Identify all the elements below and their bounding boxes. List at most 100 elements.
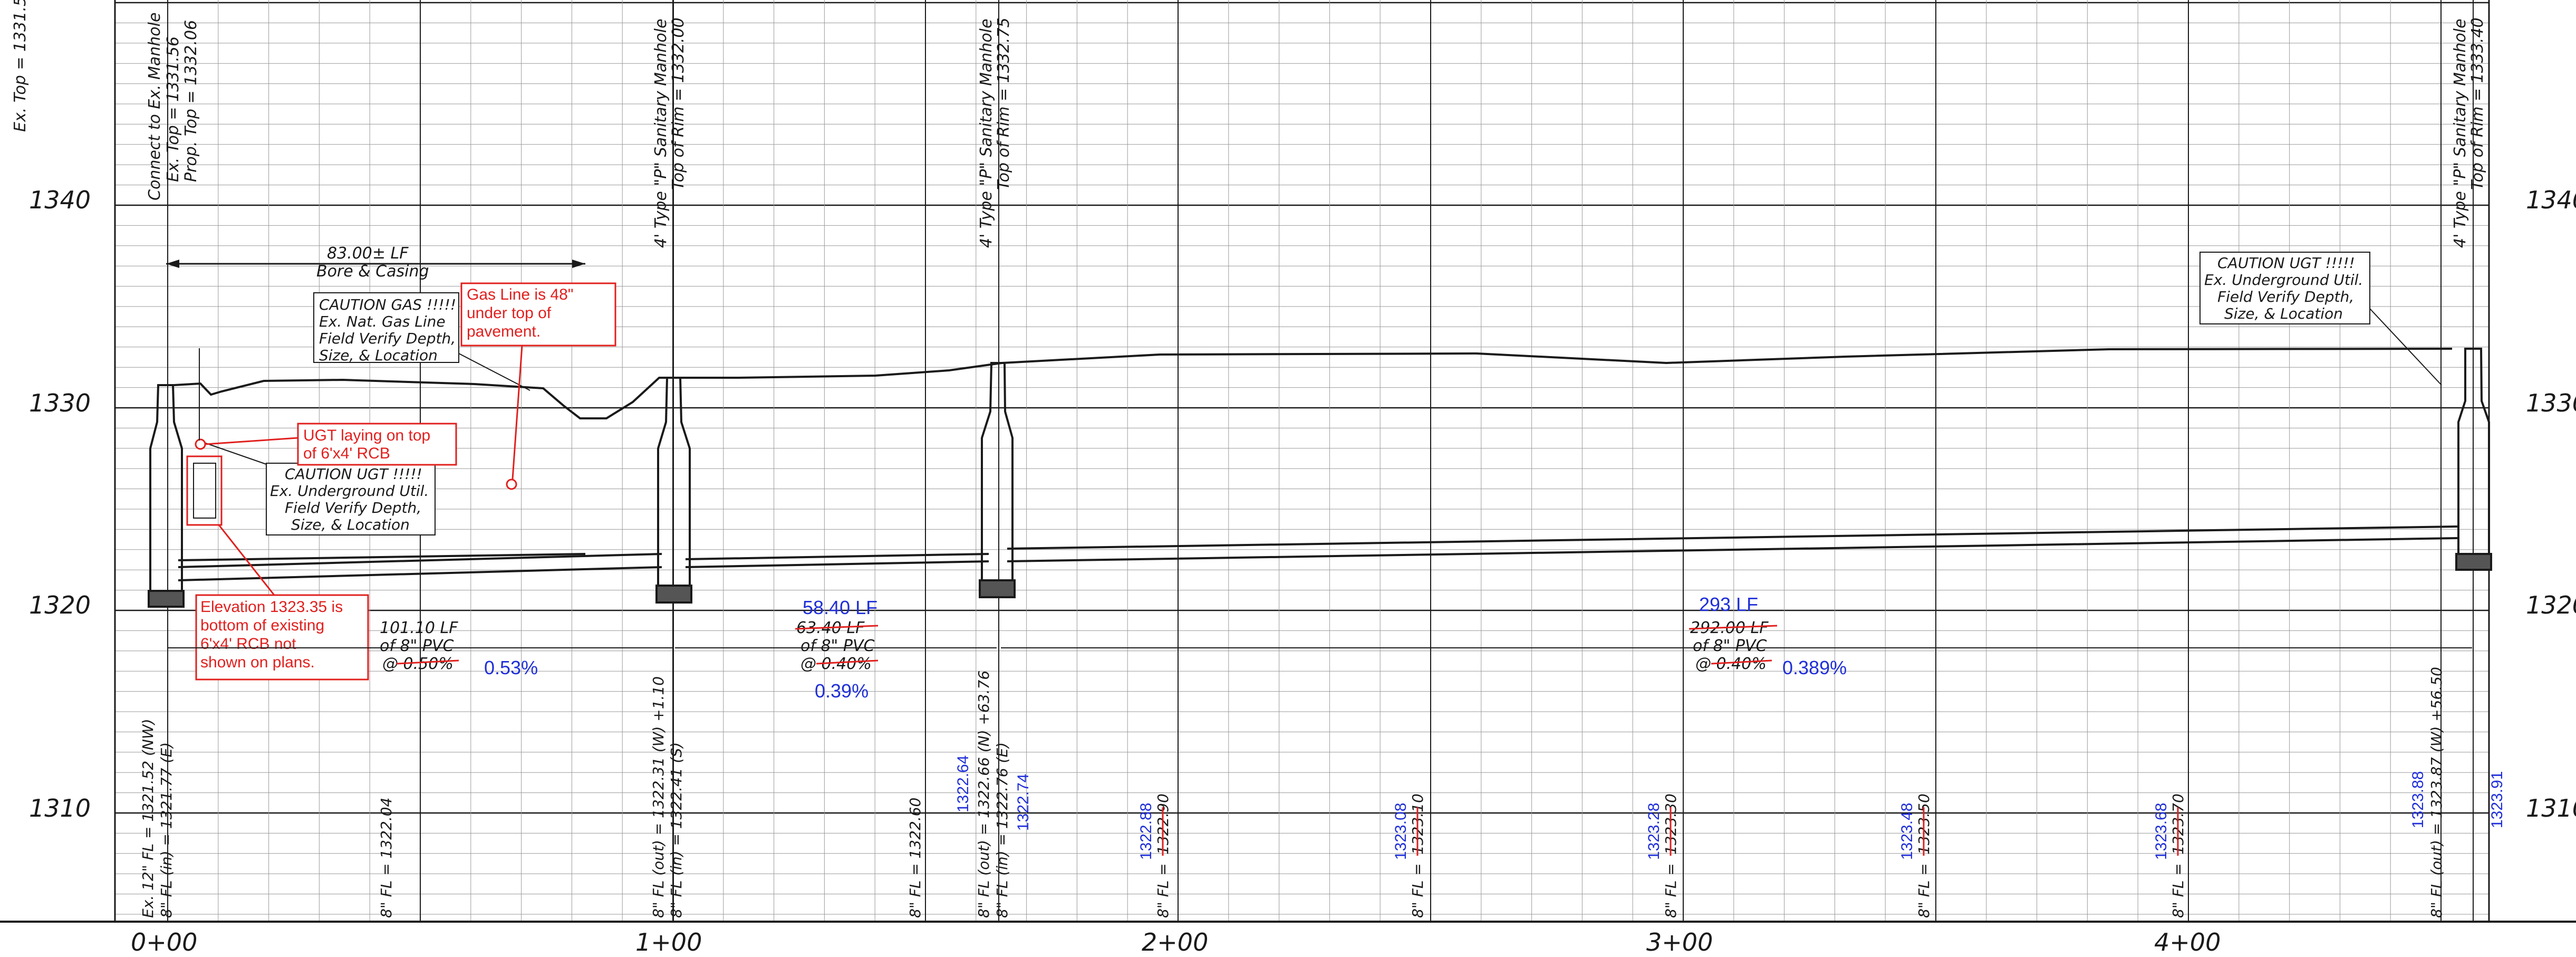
station-label-100: 1+00: [635, 928, 702, 956]
svg-text:UGT laying on top: UGT laying on top: [303, 427, 430, 444]
manhole-2-rim-label: Top of Rim = 1332.75: [995, 17, 1013, 190]
existing-rcb: [186, 348, 223, 526]
manhole-1: [655, 377, 692, 604]
manholes: [148, 348, 2492, 608]
svg-text:Ex. Nat. Gas Line: Ex. Nat. Gas Line: [319, 313, 446, 330]
svg-text:under top of: under top of: [467, 304, 552, 322]
manhole-3: [2455, 348, 2492, 571]
station-label-200: 2+00: [1142, 928, 1208, 956]
flowline-station-new-value: 1323.08: [1392, 803, 1410, 860]
flowline-station-new-value: 1323.68: [2153, 803, 2170, 860]
svg-text:6'x4' RCB not: 6'x4' RCB not: [200, 635, 296, 653]
bore-length: 83.00± LF: [327, 244, 409, 263]
elevation-label-1310: 1310: [29, 794, 91, 822]
svg-text:Ex. Underground Util.: Ex. Underground Util.: [2204, 271, 2363, 289]
svg-text:of 6'x4' RCB: of 6'x4' RCB: [303, 445, 390, 462]
svg-text:of 8" PVC: of 8" PVC: [380, 637, 454, 655]
elevation-label-1320-right: 1320: [2526, 591, 2576, 619]
flowline-station-prefix: 8" FL =: [1662, 863, 1680, 918]
flowline-mh2-in: 8" FL (in) = 1322.76 (E): [993, 742, 1011, 918]
svg-text:@ 0.50%: @ 0.50%: [382, 655, 454, 673]
flowline-existing-12: Ex. 12" FL = 1321.52 (NW): [139, 719, 157, 918]
existing-manhole: [148, 384, 185, 608]
proposed-top-label: Prop. Top = 1332.06: [182, 20, 200, 182]
pipe-run-3: 293 LF 292.00 LF of 8" PVC @ 0.40% 0.389…: [1689, 594, 1847, 678]
station-label-0: 0+00: [131, 928, 197, 956]
elevation-label-1340: 1340: [29, 186, 91, 214]
svg-text:shown on plans.: shown on plans.: [200, 654, 315, 671]
svg-text:CAUTION GAS !!!!!: CAUTION GAS !!!!!: [319, 296, 456, 313]
flowline-station-new-value: 1323.48: [1898, 803, 1916, 860]
elevation-label-1330-right: 1330: [2526, 389, 2576, 417]
mh3-blue-out: 1323.88: [2409, 771, 2427, 828]
manhole-3-rim-label: Top of Rim = 1333.40: [2468, 17, 2487, 190]
pipe-run-2: 58.40 LF 63.40 LF of 8" PVC @ 0.40% 0.39…: [795, 597, 879, 702]
svg-text:CAUTION UGT !!!!!: CAUTION UGT !!!!!: [2217, 254, 2355, 272]
svg-text:Field Verify Depth,: Field Verify Depth,: [319, 330, 456, 347]
manhole-1-type-label: 4' Type "P" Sanitary Manhole: [652, 18, 670, 248]
svg-text:Elevation 1323.35 is: Elevation 1323.35 is: [200, 598, 343, 616]
manhole-3-type-label: 4' Type "P" Sanitary Manhole: [2451, 18, 2469, 248]
pipe-run-1: 101.10 LF of 8" PVC @ 0.50% 0.53%: [380, 619, 538, 678]
existing-top-label: Ex. Top = 1331.56: [164, 36, 182, 182]
elevation-label-1320: 1320: [29, 591, 91, 619]
manhole-1-rim-label: Top of Rim = 1332.00: [669, 17, 688, 190]
red-note-gas-line: Gas Line is 48" under top of pavement.: [460, 282, 616, 480]
red-note-ugt-rcb: UGT laying on top of 6'x4' RCB: [205, 423, 457, 466]
flowline-12-5: 8" FL = 1322.04: [378, 798, 395, 918]
svg-text:@ 0.40%: @ 0.40%: [1695, 655, 1767, 673]
bore-casing-label: Bore & Casing: [316, 262, 429, 281]
existing-ground-line: [173, 348, 2453, 419]
top-labels: Ex. Top = 1331.56 Connect to Ex. Manhole…: [11, 0, 2487, 248]
flowline-labels: Ex. 12" FL = 1321.52 (NW) 8" FL (in) = 1…: [139, 667, 2445, 918]
station-label-300: 3+00: [1646, 928, 1713, 956]
svg-text:58.40 LF: 58.40 LF: [803, 597, 877, 618]
flowline-station-new-value: 1322.88: [1137, 803, 1155, 860]
station-label-400: 4+00: [2154, 928, 2221, 956]
flowline-mh1-out: 8" FL (out) = 1322.31 (W) +1.10: [650, 676, 667, 918]
flowline-existing-8: 8" FL (in) = 1321.77 (E): [158, 742, 175, 918]
svg-text:Gas Line is 48": Gas Line is 48": [467, 286, 573, 303]
flowline-mh1-in: 8" FL (in) = 1322.41 (S): [668, 742, 685, 918]
profile-grid: [115, 0, 2489, 922]
svg-text:Size, & Location: Size, & Location: [319, 347, 438, 364]
svg-text:Size, & Location: Size, & Location: [291, 516, 410, 533]
manhole-centerlines: [167, 0, 2474, 922]
flowline-station-prefix: 8" FL =: [1409, 863, 1426, 918]
svg-text:CAUTION UGT !!!!!: CAUTION UGT !!!!!: [285, 465, 422, 483]
svg-text:Field Verify Depth,: Field Verify Depth,: [285, 499, 421, 516]
svg-text:0.389%: 0.389%: [1782, 657, 1847, 678]
manhole-2: [979, 362, 1016, 598]
manhole-2-type-label: 4' Type "P" Sanitary Manhole: [977, 18, 996, 248]
svg-text:0.39%: 0.39%: [815, 680, 869, 702]
elevation-labels: 1340 1330 1320 1310 1340 1330 1320 1310: [29, 186, 2576, 822]
mh3-blue-in: 1323.91: [2488, 771, 2506, 828]
svg-text:of 8" PVC: of 8" PVC: [800, 637, 874, 655]
red-note-elevation: Elevation 1323.35 is bottom of existing …: [195, 524, 369, 681]
flowline-mh3-out: 8" FL (out) = 1323.87 (W) +56.50: [2428, 667, 2445, 918]
svg-text:0.53%: 0.53%: [484, 657, 538, 678]
svg-text:pavement.: pavement.: [467, 323, 541, 340]
svg-text:bottom of existing: bottom of existing: [200, 617, 324, 634]
connect-existing-label: Connect to Ex. Manhole: [146, 13, 164, 200]
caution-ugt-right-box: CAUTION UGT !!!!! Ex. Underground Util. …: [2199, 252, 2442, 386]
svg-text:293 LF: 293 LF: [1699, 594, 1758, 615]
station-labels: 0+00 1+00 2+00 3+00 4+00: [131, 928, 2221, 956]
svg-text:Size, & Location: Size, & Location: [2224, 305, 2343, 322]
flowline-station-new-value: 1323.28: [1645, 803, 1663, 860]
flowline-station-prefix: 8" FL =: [1915, 863, 1933, 918]
flowline-station-prefix: 8" FL =: [1154, 863, 1172, 918]
flowline-mh2-out: 8" FL (out) = 1322.66 (N) +63.76: [975, 671, 992, 918]
elevation-label-1340-right: 1340: [2526, 186, 2576, 214]
flowline-50: 8" FL = 1322.60: [906, 798, 924, 918]
svg-text:Ex. Underground Util.: Ex. Underground Util.: [270, 482, 429, 500]
left-margin-ex-top: Ex. Top = 1331.56: [11, 0, 30, 132]
svg-text:Field Verify Depth,: Field Verify Depth,: [2217, 288, 2354, 305]
caution-gas-box: CAUTION GAS !!!!! Ex. Nat. Gas Line Fiel…: [313, 292, 530, 391]
svg-text:of 8" PVC: of 8" PVC: [1693, 637, 1767, 655]
sanitary-pipe: [178, 525, 2458, 581]
gas-line-marker: [506, 478, 517, 490]
svg-text:@ 0.40%: @ 0.40%: [800, 655, 872, 673]
